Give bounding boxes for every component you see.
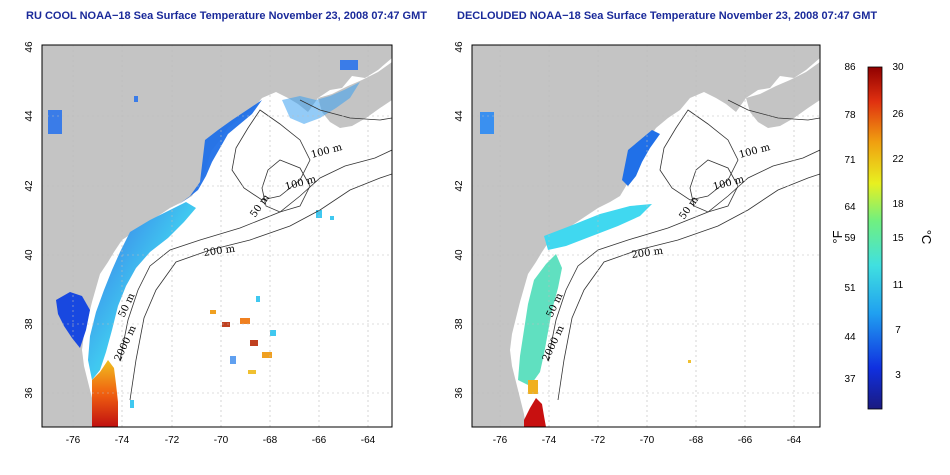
celsius-unit-label: °C xyxy=(919,230,934,245)
left-x-tick: -64 xyxy=(361,435,376,446)
right-sst-warm-patch xyxy=(528,380,538,394)
celsius-tick: 7 xyxy=(895,325,901,336)
right-x-tick: -76 xyxy=(493,435,508,446)
left-y-tick: 44 xyxy=(24,110,35,122)
right-y-tick: 42 xyxy=(454,180,465,192)
left-y-tick: 46 xyxy=(24,41,35,53)
left-map-frame xyxy=(41,44,393,428)
celsius-tick: 22 xyxy=(892,154,904,165)
right-y-tick: 46 xyxy=(454,41,465,53)
fahrenheit-tick: 44 xyxy=(844,332,856,343)
left-sst-gulf-maine xyxy=(282,82,360,124)
colorbar-gradient xyxy=(867,66,883,410)
right-y-ticks: 46 44 42 40 38 36 xyxy=(454,41,465,399)
celsius-tick: 11 xyxy=(893,280,904,291)
left-x-tick: -72 xyxy=(165,435,180,446)
colorbar-fahrenheit-ticks: 86 78 71 64 59 51 44 37 xyxy=(844,62,856,385)
right-x-tick: -70 xyxy=(640,435,655,446)
left-bathymetry-contours xyxy=(119,99,392,401)
left-x-tick: -66 xyxy=(312,435,327,446)
colorbar: 86 78 71 64 59 51 44 37 30 26 22 18 15 1… xyxy=(830,62,934,410)
fahrenheit-tick: 51 xyxy=(844,283,856,294)
fahrenheit-unit-label: °F xyxy=(830,230,845,243)
fahrenheit-tick: 59 xyxy=(844,233,856,244)
celsius-tick: 15 xyxy=(892,233,904,244)
left-y-tick: 38 xyxy=(24,318,35,330)
right-sst-bay xyxy=(480,112,494,134)
left-land xyxy=(42,45,392,427)
celsius-tick: 18 xyxy=(892,199,904,210)
fahrenheit-tick: 64 xyxy=(844,202,856,213)
left-x-tick: -76 xyxy=(66,435,81,446)
right-sst-speckle xyxy=(688,360,691,363)
right-x-tick: -68 xyxy=(689,435,704,446)
right-y-tick: 38 xyxy=(454,318,465,330)
right-bathymetry-contours xyxy=(547,99,820,401)
right-sst-shelf xyxy=(518,254,562,386)
left-map-title: RU COOL NOAA−18 Sea Surface Temperature … xyxy=(26,10,427,22)
left-contour-label-200m: 200 m xyxy=(203,244,236,259)
right-sst-gulf-stream xyxy=(524,398,546,427)
right-grid xyxy=(472,45,820,427)
right-map-frame xyxy=(471,44,821,428)
left-land-nova-scotia xyxy=(318,62,392,128)
left-x-tick: -70 xyxy=(214,435,229,446)
fahrenheit-tick: 86 xyxy=(844,62,856,73)
left-sst-shelf xyxy=(88,202,196,380)
left-sst-gulf-stream xyxy=(92,360,118,427)
left-map: 100 m 100 m 50 m 200 m 50 m 2000 m -76 -… xyxy=(24,41,393,446)
celsius-tick: 30 xyxy=(892,62,904,73)
right-y-tick: 44 xyxy=(454,110,465,122)
right-x-ticks: -76 -74 -72 -70 -68 -66 -64 xyxy=(493,435,802,446)
right-land-nova-scotia xyxy=(746,62,820,128)
left-y-tick: 42 xyxy=(24,180,35,192)
left-grid xyxy=(42,45,392,427)
right-sst-coastal xyxy=(622,130,660,186)
left-sst-coastal xyxy=(178,100,262,205)
left-x-tick: -68 xyxy=(263,435,278,446)
fahrenheit-tick: 37 xyxy=(844,374,856,385)
right-y-tick: 40 xyxy=(454,249,465,261)
left-y-tick: 40 xyxy=(24,249,35,261)
colorbar-celsius-ticks: 30 26 22 18 15 11 7 3 xyxy=(892,62,904,381)
left-y-tick: 36 xyxy=(24,387,35,399)
left-x-tick: -74 xyxy=(115,435,130,446)
left-x-ticks: -76 -74 -72 -70 -68 -66 -64 xyxy=(66,435,376,446)
right-x-tick: -66 xyxy=(738,435,753,446)
right-land xyxy=(472,45,820,427)
celsius-tick: 26 xyxy=(892,109,904,120)
fahrenheit-tick: 78 xyxy=(844,110,856,121)
right-x-tick: -64 xyxy=(787,435,802,446)
celsius-tick: 3 xyxy=(895,370,901,381)
right-contour-label-200m: 200 m xyxy=(631,246,664,261)
fahrenheit-tick: 71 xyxy=(844,155,856,166)
right-map: 100 m 100 m 50 m 200 m 50 m 2000 m -76 -… xyxy=(454,41,821,446)
right-x-tick: -72 xyxy=(591,435,606,446)
right-map-title: DECLOUDED NOAA−18 Sea Surface Temperatur… xyxy=(457,10,878,22)
right-x-tick: -74 xyxy=(542,435,557,446)
right-y-tick: 36 xyxy=(454,387,465,399)
left-y-ticks: 46 44 42 40 38 36 xyxy=(24,41,35,399)
